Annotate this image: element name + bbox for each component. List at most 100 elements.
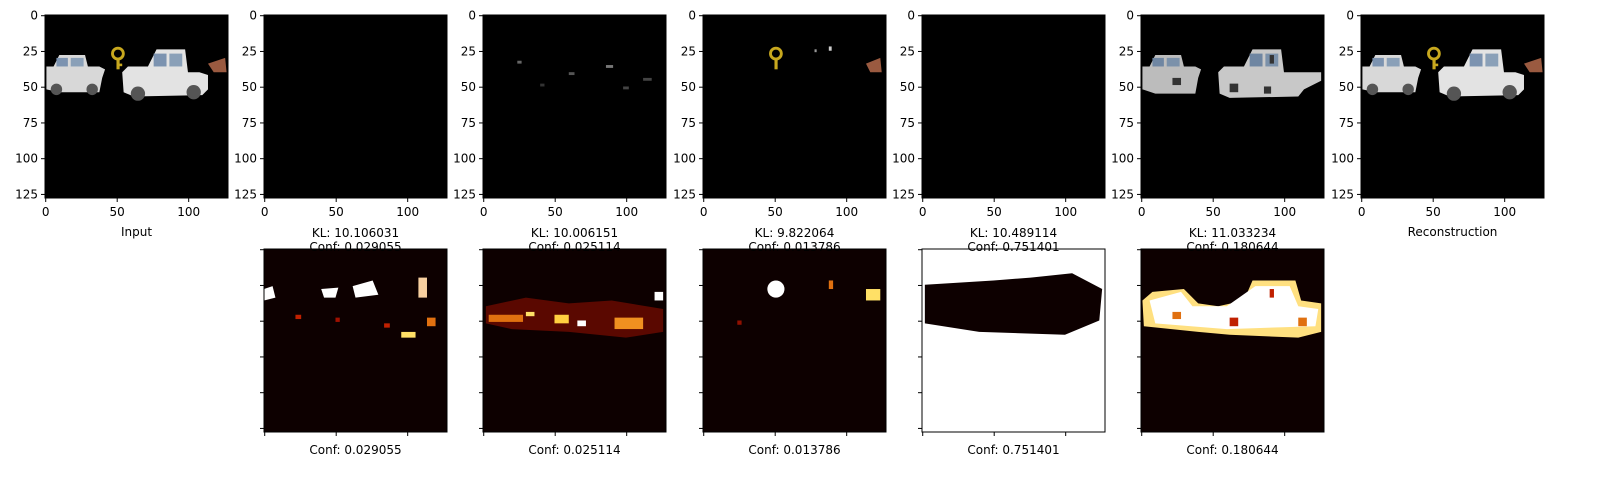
axis-xlabel: Conf: 0.013786 [748, 443, 840, 457]
y-tick-label: 0 [30, 9, 38, 23]
y-tick-label: 100 [453, 152, 476, 166]
panel-image [1141, 249, 1324, 432]
axis-xlabel: Conf: 0.029055 [309, 443, 401, 457]
axes-frame [263, 14, 448, 199]
y-tick-label: 100 [673, 152, 696, 166]
panel-image [264, 249, 447, 432]
y-tick-label: 0 [468, 9, 476, 23]
axes-frame [44, 14, 229, 199]
y-tick-label: 50 [681, 80, 696, 94]
axis-xlabel-line: Conf: 0.029055 [309, 240, 401, 254]
y-tick-label: 125 [673, 187, 696, 201]
x-tick-label: 0 [1138, 205, 1146, 219]
panel-image [43, 13, 230, 200]
panel-image [1359, 13, 1546, 200]
axis-xlabel: Input [121, 225, 152, 239]
panel-slot-2-mask [479, 248, 667, 436]
x-tick-label: 100 [835, 205, 858, 219]
y-tick-label: 25 [23, 44, 38, 58]
panel-image [701, 13, 888, 200]
x-tick-label: 50 [1426, 205, 1441, 219]
axes-frame [1140, 14, 1325, 199]
axes-frame [1140, 248, 1325, 433]
axis-xlabel: Reconstruction [1408, 225, 1498, 239]
y-tick-label: 125 [892, 187, 915, 201]
x-tick-label: 50 [329, 205, 344, 219]
x-tick-label: 100 [396, 205, 419, 219]
x-tick-label: 100 [615, 205, 638, 219]
y-tick-label: 50 [23, 80, 38, 94]
x-tick-label: 50 [987, 205, 1002, 219]
y-tick-label: 100 [892, 152, 915, 166]
y-tick-label: 75 [1119, 116, 1134, 130]
x-tick-label: 50 [548, 205, 563, 219]
x-tick-label: 100 [1493, 205, 1516, 219]
x-tick-label: 0 [1358, 205, 1366, 219]
x-tick-label: 0 [919, 205, 927, 219]
axis-xlabel-line: KL: 11.033234 [1189, 226, 1276, 240]
panel-slot-5-reconstruction: 0 50 100 0 25 50 75 100 125 [1111, 9, 1325, 219]
y-tick-label: 25 [1339, 44, 1354, 58]
panel-slot-4-mask [918, 248, 1106, 436]
axes-frame [702, 14, 887, 199]
y-tick-label: 50 [1119, 80, 1134, 94]
y-tick-label: 75 [900, 116, 915, 130]
y-tick-label: 125 [1331, 187, 1354, 201]
y-tick-label: 25 [900, 44, 915, 58]
y-tick-label: 0 [688, 9, 696, 23]
y-tick-label: 100 [234, 152, 257, 166]
panels-layer: 0 50 100 0 25 50 75 100 125 0 50 100 0 25 50 75 100 125 0 5… [15, 9, 1546, 436]
y-tick-label: 50 [461, 80, 476, 94]
panel-image [703, 249, 886, 432]
axis-xlabel-line: KL: 10.489114 [970, 226, 1057, 240]
y-tick-label: 75 [242, 116, 257, 130]
panel-input: 0 50 100 0 25 50 75 100 125 [15, 9, 230, 219]
panel-image [1141, 15, 1324, 198]
y-tick-label: 125 [453, 187, 476, 201]
axis-xlabel: Conf: 0.025114 [528, 443, 620, 457]
y-tick-label: 0 [1346, 9, 1354, 23]
x-tick-label: 50 [110, 205, 125, 219]
y-tick-label: 75 [23, 116, 38, 130]
axis-xlabel-line: Conf: 0.025114 [528, 240, 620, 254]
panel-slot-1-reconstruction: 0 50 100 0 25 50 75 100 125 [234, 9, 448, 219]
y-tick-label: 25 [242, 44, 257, 58]
panel-slot-3-reconstruction: 0 50 100 0 25 50 75 100 125 [673, 9, 888, 219]
y-tick-label: 75 [1339, 116, 1354, 130]
axes-frame [702, 248, 887, 433]
y-tick-label: 75 [461, 116, 476, 130]
y-tick-label: 25 [461, 44, 476, 58]
x-tick-label: 0 [261, 205, 269, 219]
axis-xlabel-line: Conf: 0.013786 [748, 240, 840, 254]
axes-frame [482, 248, 667, 433]
y-tick-label: 100 [15, 152, 38, 166]
axes-frame [1360, 14, 1545, 199]
axis-xlabel-line: Conf: 0.751401 [967, 240, 1059, 254]
panel-slot-5-mask [1137, 248, 1325, 436]
axis-xlabel-line: KL: 10.006151 [531, 226, 618, 240]
panel-slot-1-mask [260, 248, 448, 436]
panel-image [483, 15, 666, 198]
panel-slot-2-reconstruction: 0 50 100 0 25 50 75 100 125 [453, 9, 667, 219]
y-tick-label: 25 [1119, 44, 1134, 58]
y-tick-label: 75 [681, 116, 696, 130]
y-tick-label: 100 [1111, 152, 1134, 166]
axis-xlabel-line: KL: 9.822064 [755, 226, 835, 240]
x-tick-label: 100 [177, 205, 200, 219]
x-tick-label: 0 [42, 205, 50, 219]
x-tick-label: 50 [768, 205, 783, 219]
axis-xlabel-line: Conf: 0.180644 [1186, 240, 1278, 254]
y-tick-label: 25 [681, 44, 696, 58]
y-tick-label: 0 [249, 9, 257, 23]
y-tick-label: 50 [900, 80, 915, 94]
axes-frame [482, 14, 667, 199]
x-tick-label: 0 [700, 205, 708, 219]
panel-slot-4-reconstruction: 0 50 100 0 25 50 75 100 125 [892, 9, 1106, 219]
y-tick-label: 125 [1111, 187, 1134, 201]
y-tick-label: 0 [1126, 9, 1134, 23]
axis-xlabel-line: KL: 10.106031 [312, 226, 399, 240]
axes-frame [921, 248, 1106, 433]
panel-image [922, 15, 1105, 198]
